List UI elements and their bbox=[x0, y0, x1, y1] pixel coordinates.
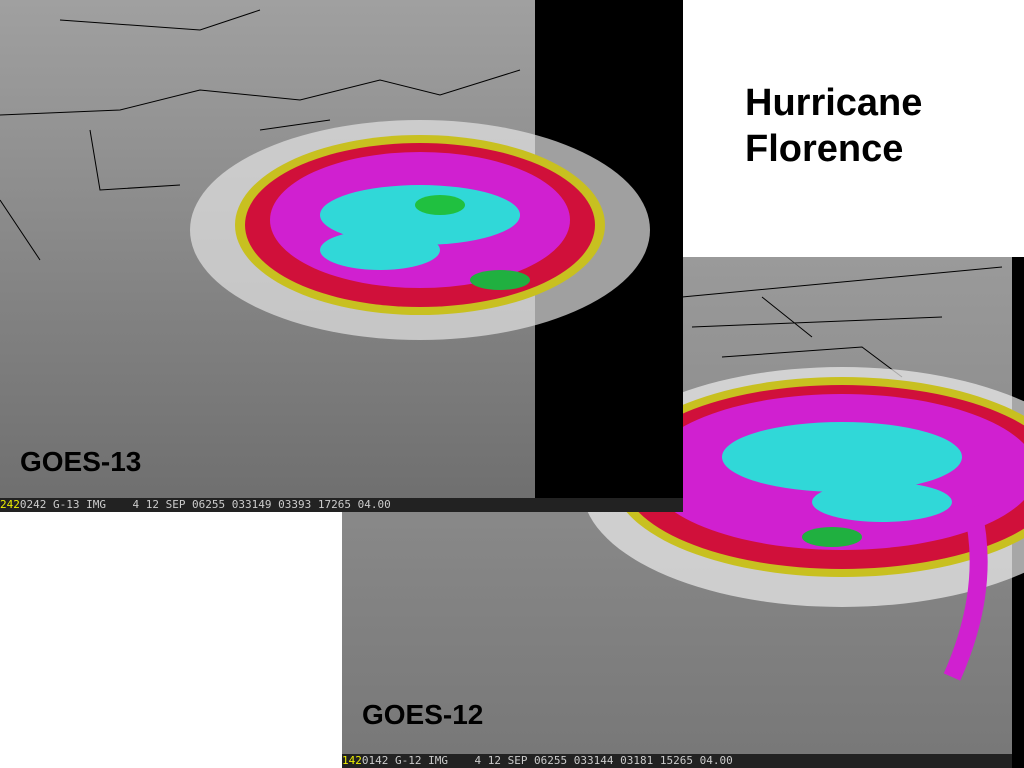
status-bar: 1420142 G-12 IMG 4 12 SEP 06255 033144 0… bbox=[342, 754, 1012, 768]
status-prefix: 242 bbox=[0, 498, 20, 511]
status-bar: 2420242 G-13 IMG 4 12 SEP 06255 033149 0… bbox=[0, 498, 683, 512]
status-text: 0142 G-12 IMG 4 12 SEP 06255 033144 0318… bbox=[361, 754, 733, 767]
image-label: GOES-12 bbox=[362, 699, 484, 730]
image-label: GOES-13 bbox=[20, 446, 142, 477]
title-line: Hurricane bbox=[745, 82, 923, 124]
satellite-image: GOES-13 2420242 G-13 IMG 4 12 SEP 06255 … bbox=[0, 0, 683, 512]
title: Hurricane Florence bbox=[745, 80, 922, 172]
title-line: Florence bbox=[745, 128, 904, 170]
status-text: 0242 G-13 IMG 4 12 SEP 06255 033149 0339… bbox=[19, 498, 391, 511]
status-prefix: 142 bbox=[342, 754, 362, 767]
image-graphic bbox=[0, 0, 683, 512]
